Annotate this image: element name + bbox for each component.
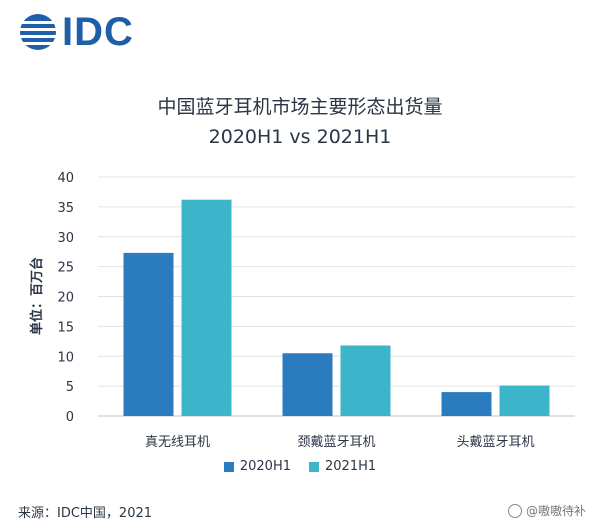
legend-item-2021h1: 2021H1	[309, 459, 376, 474]
bar-2020h1-1	[282, 353, 333, 416]
bar-2021h1-2	[499, 385, 550, 416]
y-tick-label: 10	[57, 350, 74, 365]
y-tick-label: 15	[57, 320, 74, 335]
y-tick-label: 30	[57, 231, 74, 246]
watermark: @嗷嗷待补	[507, 502, 586, 519]
idc-logo: IDC	[18, 12, 134, 52]
y-tick-label: 40	[57, 171, 74, 186]
y-tick-label: 25	[57, 261, 74, 276]
x-tick-label: 真无线耳机	[145, 435, 210, 450]
y-tick-label: 35	[57, 201, 74, 216]
y-tick-label: 5	[66, 380, 74, 395]
chart-subtitle: 2020H1 vs 2021H1	[208, 126, 392, 148]
legend: 2020H1 2021H1	[0, 459, 600, 474]
legend-label-2020h1: 2020H1	[239, 459, 291, 474]
legend-label-2021h1: 2021H1	[325, 459, 377, 474]
bar-chart: 0 5 10 15 20 25 30 35 40 真无线耳机 颈戴蓝牙耳机 头戴蓝牙耳机	[57, 171, 575, 450]
y-tick-label: 0	[66, 410, 74, 425]
chart-title: 中国蓝牙耳机市场主要形态出货量	[157, 96, 443, 118]
x-tick-label: 颈戴蓝牙耳机	[297, 435, 375, 450]
x-tick-label: 头戴蓝牙耳机	[456, 435, 534, 450]
globe-icon	[18, 14, 58, 50]
y-tick-label: 20	[57, 291, 74, 306]
logo-wordmark: IDC	[62, 10, 134, 54]
legend-swatch-2020h1	[223, 461, 234, 472]
bar-2021h1-0	[181, 199, 232, 416]
legend-item-2020h1: 2020H1	[223, 459, 291, 474]
bar-2020h1-0	[123, 252, 174, 416]
source-note: 来源：IDC中国，2021	[18, 506, 153, 521]
bar-2020h1-2	[441, 392, 492, 416]
watermark-text: @嗷嗷待补	[525, 504, 586, 518]
bar-2021h1-1	[340, 345, 391, 416]
wechat-icon	[507, 503, 522, 518]
legend-swatch-2021h1	[309, 461, 319, 472]
